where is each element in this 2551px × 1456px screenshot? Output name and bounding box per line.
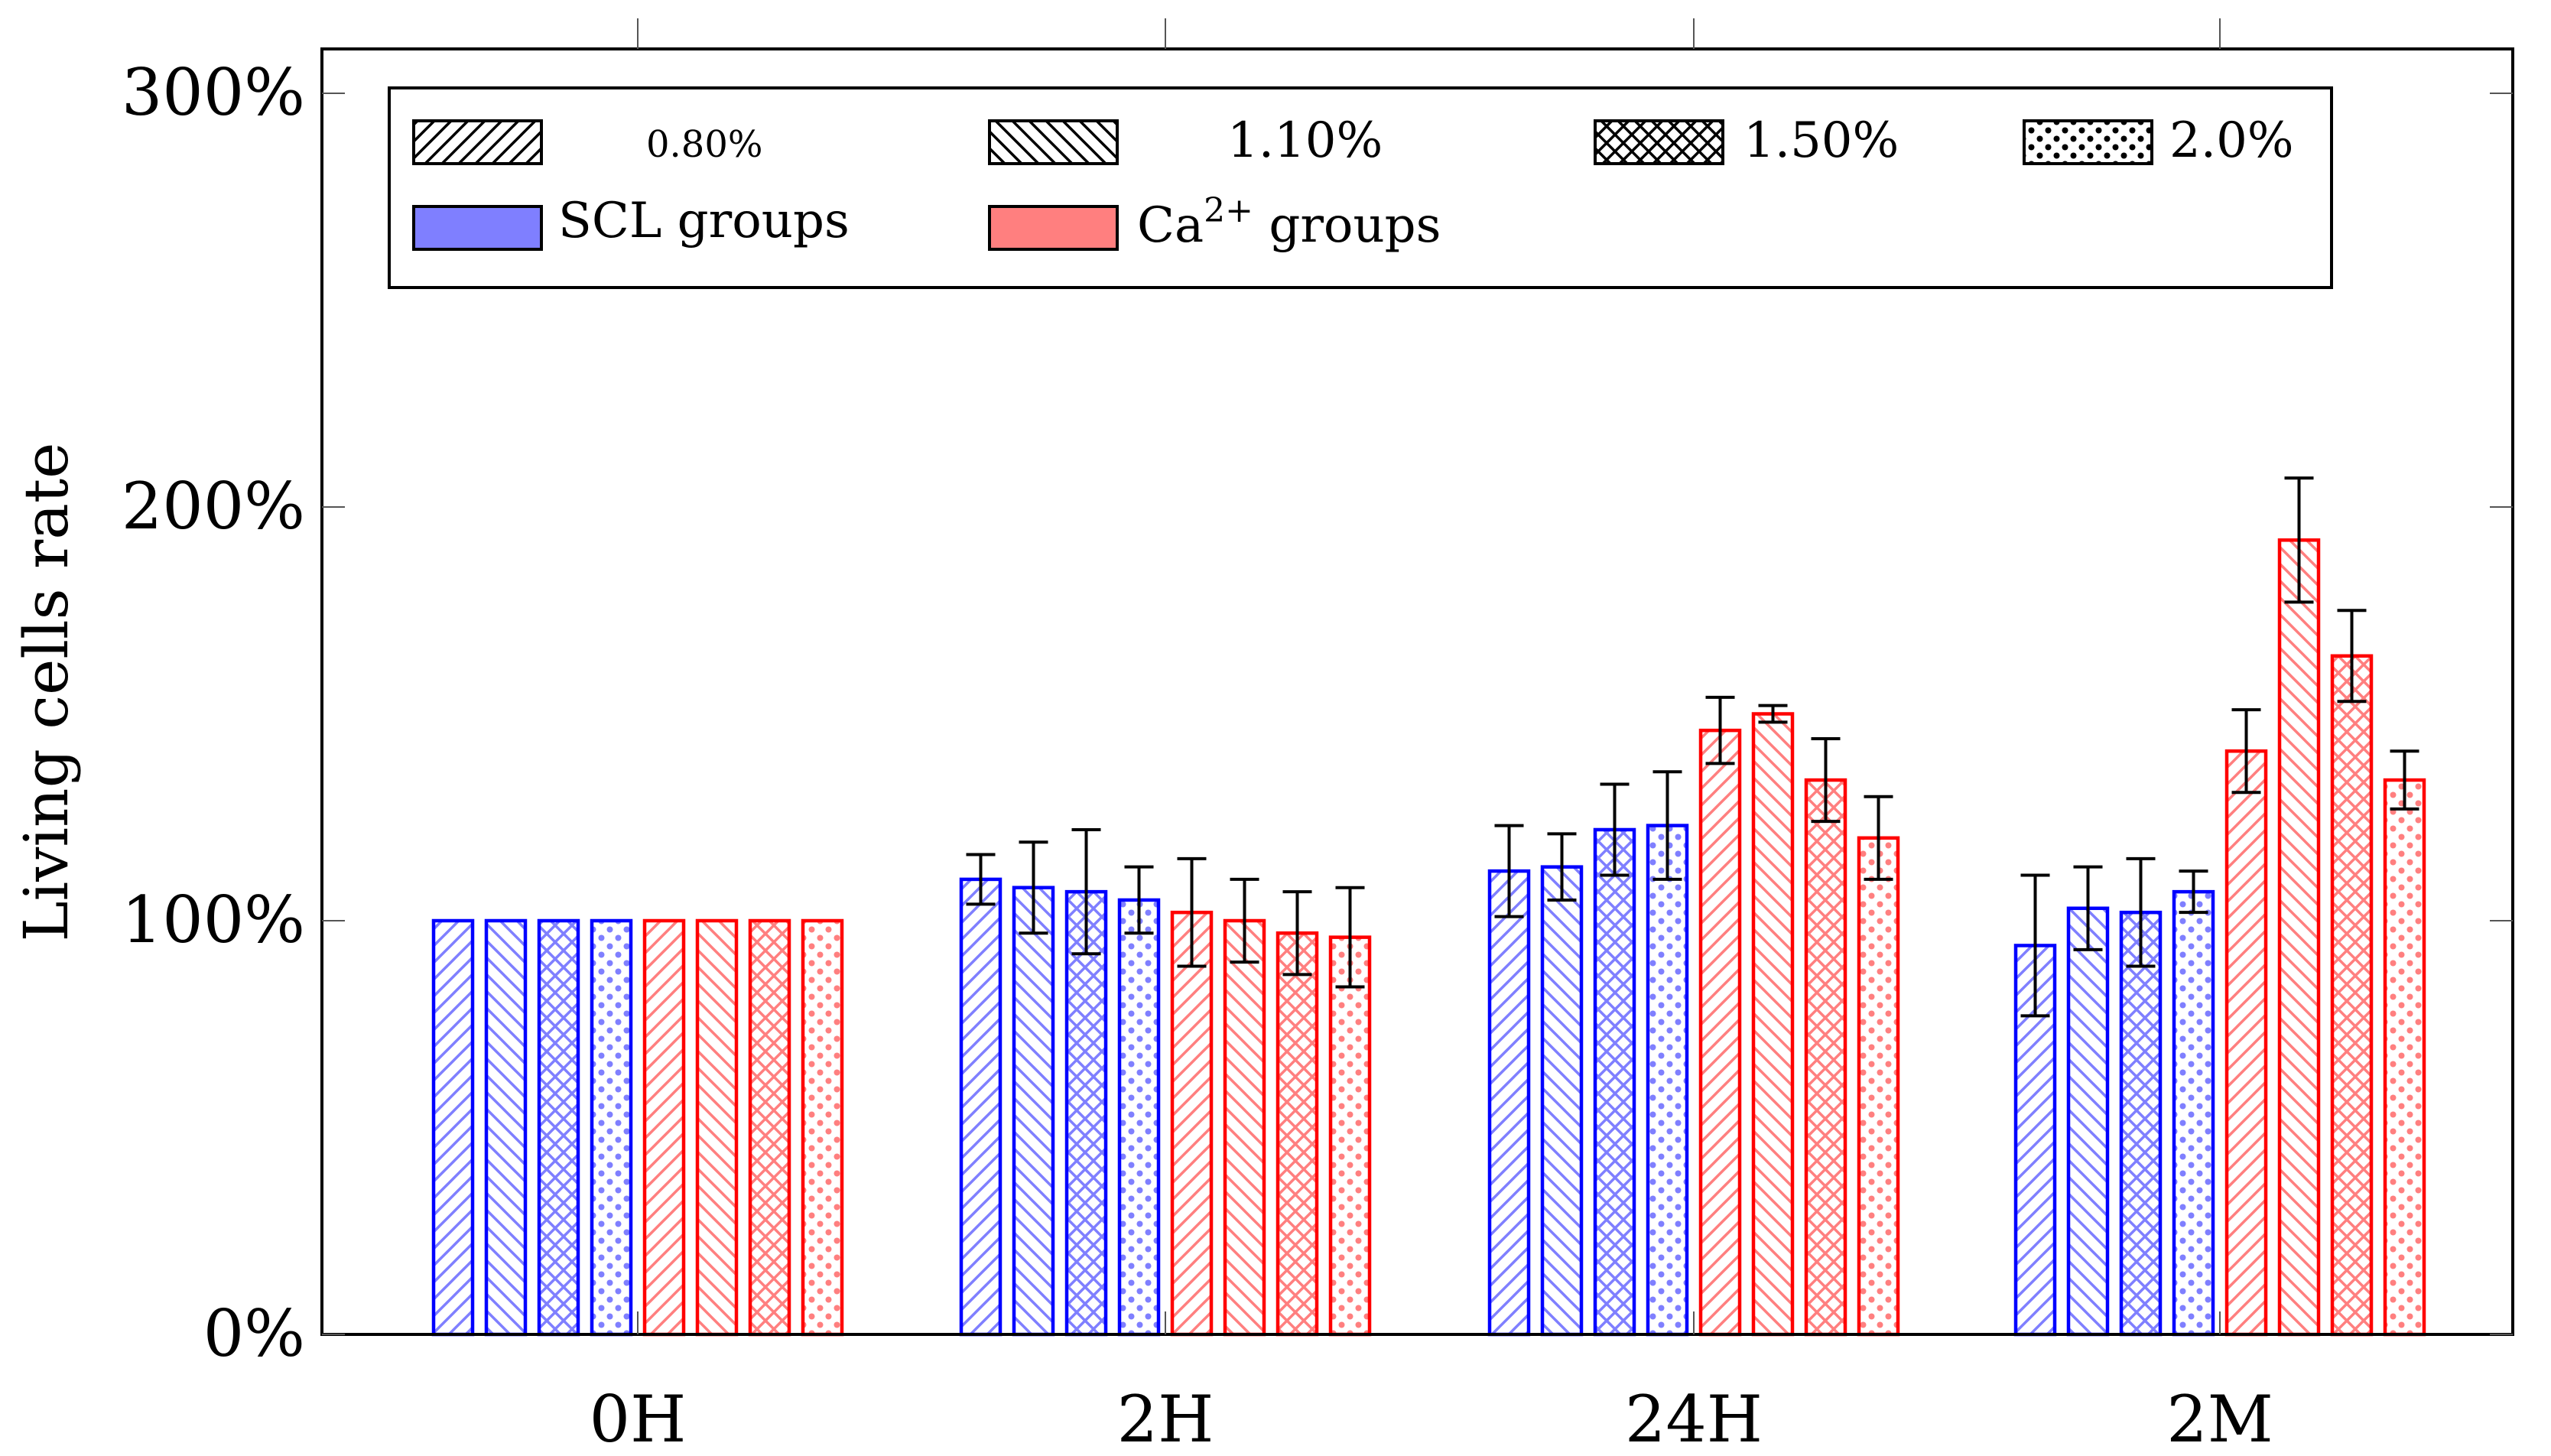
- x-tick-label: 0H: [590, 1382, 687, 1456]
- legend-label: 0.80%: [646, 123, 762, 166]
- legend-label: 1.50%: [1743, 112, 1899, 169]
- bar: [801, 918, 844, 1337]
- bar: [2172, 889, 2215, 1337]
- bar: [1646, 824, 1689, 1337]
- legend-label-ca: Ca2+ groups: [1137, 191, 1441, 254]
- bar: [2066, 906, 2110, 1337]
- bar: [2277, 538, 2321, 1337]
- bars-layer: [431, 476, 2426, 1337]
- error-bar: [1177, 856, 1207, 968]
- bar: [1698, 728, 1742, 1337]
- y-tick-label: 300%: [122, 55, 305, 130]
- error-bar: [1230, 877, 1259, 964]
- legend-swatch: [1594, 119, 1724, 165]
- y-tick-label: 200%: [122, 469, 305, 544]
- error-bar: [2337, 609, 2367, 704]
- bar: [1540, 865, 1584, 1337]
- error-bar: [1652, 770, 1682, 881]
- bar: [1804, 778, 1847, 1337]
- bar: [959, 877, 1003, 1337]
- bar: [1064, 889, 1108, 1337]
- bar: [431, 918, 475, 1337]
- error-bar: [1705, 695, 1735, 765]
- bar: [1857, 836, 1900, 1337]
- legend-swatch: [412, 119, 543, 165]
- error-bar: [2020, 873, 2050, 1018]
- legend: 0.80% 1.10% 1.50% 2.0% SCL groups Ca2+ groups: [388, 86, 2333, 289]
- bar: [484, 918, 528, 1337]
- bar: [2224, 749, 2268, 1337]
- error-bar: [1494, 824, 1524, 918]
- bar: [1276, 931, 1319, 1337]
- error-bar: [2179, 869, 2208, 915]
- bar: [2330, 654, 2374, 1337]
- error-bar: [2390, 749, 2419, 811]
- bar: [2383, 778, 2426, 1337]
- error-bar: [1071, 827, 1101, 956]
- bar: [1751, 712, 1795, 1337]
- error-bar: [2231, 708, 2261, 795]
- error-bar: [1547, 832, 1577, 902]
- bar: [1170, 910, 1214, 1337]
- error-bar: [1811, 736, 1841, 824]
- bar: [537, 918, 580, 1337]
- x-tick-label: 2H: [1117, 1382, 1214, 1456]
- bar: [642, 918, 686, 1337]
- x-tick-label: 24H: [1625, 1382, 1763, 1456]
- y-axis-label: Living cells rate: [11, 443, 82, 942]
- legend-label: 1.10%: [1227, 112, 1383, 169]
- bar: [695, 918, 739, 1337]
- bar: [2119, 910, 2163, 1337]
- bar: [1117, 898, 1161, 1337]
- plot-frame: [320, 47, 2514, 1336]
- y-tick-label: 100%: [122, 882, 305, 957]
- legend-swatch: [2023, 119, 2153, 165]
- x-tick-label: 2M: [2166, 1382, 2273, 1456]
- error-bar: [2284, 476, 2314, 604]
- bar: [1328, 935, 1372, 1337]
- legend-swatch: [988, 119, 1119, 165]
- legend-label: 2.0%: [2169, 112, 2294, 169]
- error-bar: [2126, 856, 2156, 968]
- bar: [1012, 886, 1055, 1337]
- error-bar: [1758, 704, 1788, 724]
- bar: [1487, 869, 1531, 1337]
- error-bar: [1600, 782, 1630, 877]
- y-tick-label: 0%: [203, 1296, 305, 1371]
- error-bar: [1019, 840, 1048, 935]
- error-bar: [1124, 865, 1154, 935]
- legend-swatch-scl: [412, 205, 543, 251]
- legend-swatch-ca: [988, 205, 1119, 251]
- legend-label-scl: SCL groups: [558, 193, 850, 249]
- error-bar: [966, 853, 996, 906]
- error-bar: [2073, 865, 2103, 951]
- axes-layer: 0% 100% 200% 300% 0H 2H 24H 2M: [122, 18, 2514, 1456]
- bar: [748, 918, 791, 1337]
- bar: [590, 918, 633, 1337]
- error-bar: [1335, 886, 1365, 989]
- error-bar: [1864, 795, 1893, 881]
- error-bar: [1282, 890, 1312, 977]
- bar: [1223, 918, 1266, 1337]
- bar: [1593, 827, 1636, 1337]
